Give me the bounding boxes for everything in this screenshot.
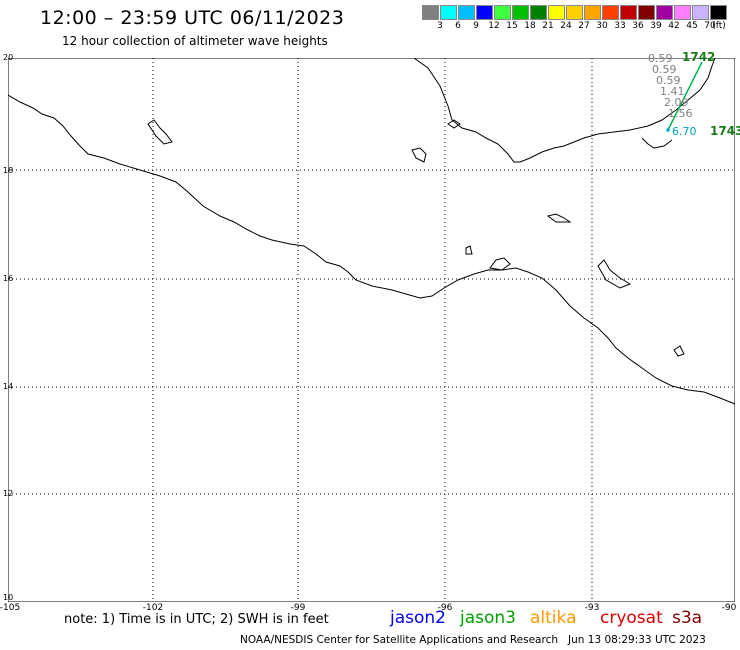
scale-label-12: 39 [650, 21, 662, 31]
lake-atitlan [673, 345, 685, 357]
track-time-1743: 1743 [710, 124, 740, 138]
scale-label-2: 9 [473, 21, 479, 31]
coastal-lagoon [489, 257, 511, 271]
scale-swatch-11 [620, 5, 637, 20]
scale-label-7: 24 [560, 21, 572, 31]
lake-chapala [147, 119, 173, 145]
obs-value-5: 2.09 [664, 96, 689, 109]
credit-text: NOAA/NESDIS Center for Satellite Applica… [240, 634, 558, 646]
scale-swatch-16 [710, 5, 727, 20]
scale-label-0: 3 [437, 21, 443, 31]
chart-subtitle: 12 hour collection of altimeter wave hei… [62, 34, 328, 48]
obs-value-3: 0.59 [656, 74, 681, 87]
scale-swatch-0 [422, 5, 439, 20]
sat-jason2: jason2 [390, 608, 446, 628]
scale-label-10: 33 [614, 21, 626, 31]
scale-swatch-4 [494, 5, 511, 20]
scale-swatch-8 [566, 5, 583, 20]
lat-label-20: 20 [3, 53, 14, 62]
sat-jason3: jason3 [460, 608, 516, 628]
scale-label-5: 18 [524, 21, 536, 31]
scale-label-9: 30 [596, 21, 608, 31]
sat-s3a: s3a [672, 608, 703, 628]
scale-swatch-10 [602, 5, 619, 20]
obs-value-6: 1.56 [668, 107, 693, 120]
timestamp-text: Jun 13 08:29:33 UTC 2023 [568, 634, 706, 646]
lon-gridlines [152, 58, 593, 602]
guatemala-lake [597, 259, 632, 289]
scale-label-15: 70 [704, 21, 716, 31]
color-scale-labels: 3 6 9 12 15 18 21 24 27 30 33 36 39 42 45 70 (ft) [422, 21, 740, 35]
lake-island [411, 147, 427, 163]
map-frame [8, 58, 735, 602]
scale-swatch-15 [692, 5, 709, 20]
track-line [667, 61, 703, 131]
map-area [8, 58, 735, 602]
lat-gridlines [8, 169, 735, 495]
scale-swatch-2 [458, 5, 475, 20]
scale-label-11: 36 [632, 21, 644, 31]
scale-label-1: 6 [455, 21, 461, 31]
lat-label-10: 10 [3, 593, 14, 602]
scale-label-14: 45 [686, 21, 698, 31]
scale-label-8: 27 [578, 21, 590, 31]
lakes-and-islands [147, 119, 685, 357]
track-point [666, 128, 670, 132]
lat-label-18: 18 [3, 166, 14, 175]
wave-height-color-scale [422, 5, 728, 20]
scale-label-6: 21 [542, 21, 554, 31]
lat-label-12: 12 [3, 489, 14, 498]
scale-swatch-6 [530, 5, 547, 20]
scale-swatch-7 [548, 5, 565, 20]
lon-label-93: -93 [584, 603, 600, 613]
scale-swatch-5 [512, 5, 529, 20]
scale-label-13: 42 [668, 21, 680, 31]
scale-swatch-13 [656, 5, 673, 20]
scale-swatch-3 [476, 5, 493, 20]
pacific-coastline [8, 94, 735, 405]
track-time-1742: 1742 [682, 50, 716, 64]
scale-swatch-14 [674, 5, 691, 20]
lon-label-102: -102 [142, 603, 164, 613]
lat-label-14: 14 [3, 382, 14, 391]
lon-label-105: -105 [0, 603, 21, 613]
scale-swatch-1 [440, 5, 457, 20]
altimeter-track [666, 61, 703, 132]
obs-value-4: 1.41 [660, 85, 685, 98]
small-lake [465, 245, 473, 255]
lon-label-90: -90 [721, 603, 737, 613]
footer-note: note: 1) Time is in UTC; 2) SWH is in fe… [64, 612, 329, 627]
footer-credit: NOAA/NESDIS Center for Satellite Applica… [240, 634, 706, 646]
lat-label-16: 16 [3, 274, 14, 283]
lon-label-99: -99 [290, 603, 306, 613]
chart-title: 12:00 – 23:59 UTC 06/11/2023 [40, 7, 345, 29]
campeche-coast [641, 137, 673, 149]
lon-label-96: -96 [437, 603, 453, 613]
scale-label-16: (ft) [712, 21, 726, 31]
scale-label-4: 15 [506, 21, 518, 31]
sat-altika: altika [530, 608, 577, 628]
scale-label-3: 12 [488, 21, 500, 31]
scale-swatch-9 [584, 5, 601, 20]
tamiahua-lagoon [447, 119, 461, 129]
obs-value-cyan: 6.70 [672, 125, 697, 138]
obs-value-1: 0.59 [648, 52, 673, 65]
lake-marker [546, 213, 572, 223]
sat-cryosat: cryosat [600, 608, 663, 628]
scale-swatch-12 [638, 5, 655, 20]
obs-value-2: 0.59 [652, 63, 677, 76]
